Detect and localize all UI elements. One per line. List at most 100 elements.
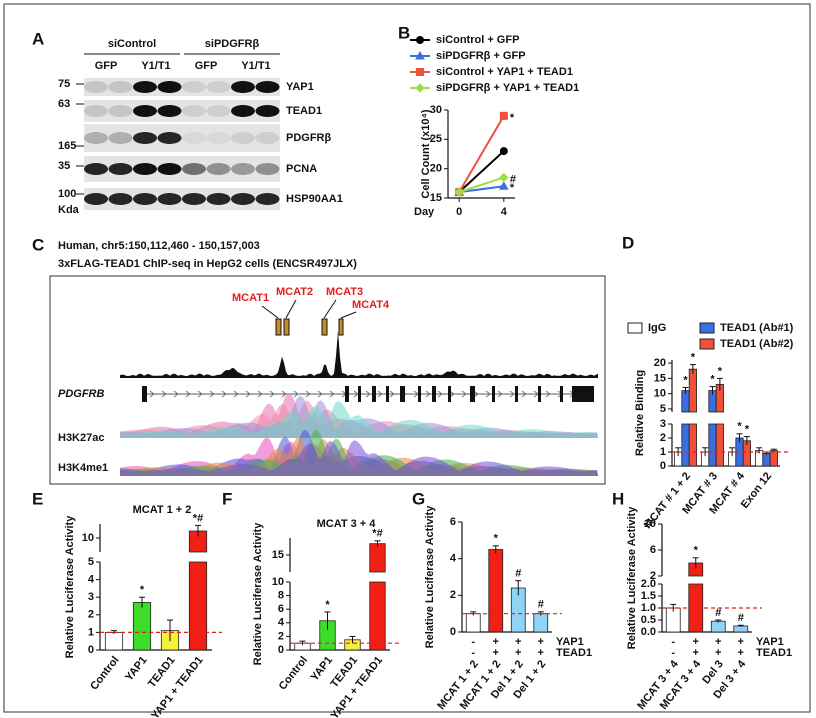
bar xyxy=(533,613,549,633)
band xyxy=(255,163,280,175)
y-tick-label: 10 xyxy=(654,388,666,400)
condition-name: YAP1 xyxy=(756,636,784,648)
exon xyxy=(372,386,376,402)
annotation: * xyxy=(718,365,723,377)
site-label: MCAT3 xyxy=(326,286,363,298)
y-tick-label: 8 xyxy=(278,590,284,602)
y-tick-label: 20 xyxy=(430,163,442,175)
site-box xyxy=(321,318,328,336)
x-tick-label: Control xyxy=(277,654,311,692)
gene-arrow xyxy=(473,390,479,398)
y-tick-label: 5 xyxy=(660,403,666,415)
y-tick-label: 6 xyxy=(650,544,656,556)
y-tick-label: 0 xyxy=(660,460,666,472)
gene-arrow xyxy=(185,390,191,398)
band xyxy=(108,105,133,117)
band xyxy=(255,81,280,93)
bar xyxy=(369,543,386,573)
y-tick-label: 6 xyxy=(450,516,456,528)
legend-label: siControl + GFP xyxy=(436,34,519,46)
y-tick-label: 1.5 xyxy=(641,590,656,602)
lane-label: Y1/T1 xyxy=(241,60,270,72)
band xyxy=(157,163,182,175)
bar xyxy=(715,423,724,467)
y-tick-label: 2 xyxy=(450,589,456,601)
gene-arrow xyxy=(485,390,491,398)
gene-arrow xyxy=(509,390,515,398)
condition-sign: + xyxy=(715,636,721,648)
annotation: * xyxy=(683,374,688,386)
exon xyxy=(572,386,594,402)
condition-sign: + xyxy=(693,647,699,659)
exon xyxy=(386,386,389,402)
arrow xyxy=(285,299,297,319)
chart-title: MCAT 1 + 2 xyxy=(133,504,192,516)
chart-title: MCAT 3 + 4 xyxy=(317,518,377,530)
y-tick-label: 2 xyxy=(660,432,666,444)
annotation: * xyxy=(510,182,515,194)
gene-arrow xyxy=(545,390,551,398)
y-tick-label: 1 xyxy=(660,446,666,458)
band xyxy=(182,105,206,117)
bar xyxy=(708,423,717,467)
band xyxy=(255,105,280,117)
gene-arrow xyxy=(161,390,167,398)
y-tick-label: 0 xyxy=(450,626,456,638)
y-tick-label: 2 xyxy=(278,630,284,642)
band xyxy=(157,193,182,205)
arrow xyxy=(323,299,337,319)
band xyxy=(133,81,157,93)
exon xyxy=(400,386,405,402)
protein-label: TEAD1 xyxy=(286,105,322,117)
gene-arrow xyxy=(269,390,275,398)
series-line xyxy=(458,150,505,193)
annotation: * xyxy=(745,424,750,436)
legend-marker xyxy=(416,68,424,76)
y-tick-label: 10 xyxy=(644,518,656,530)
annotation: * xyxy=(494,533,499,545)
exon xyxy=(432,386,436,402)
legend-swatch xyxy=(627,322,643,334)
y-tick-label: 5 xyxy=(88,556,94,568)
arrow xyxy=(261,305,279,319)
annotation: * xyxy=(140,584,145,596)
point xyxy=(499,111,508,120)
gene-arrow xyxy=(377,390,383,398)
band xyxy=(133,132,157,144)
annotation: * xyxy=(694,545,699,557)
figure-border xyxy=(3,3,811,713)
protein-label: HSP90AA1 xyxy=(286,193,343,205)
band xyxy=(182,81,206,93)
y-tick-label: 0.5 xyxy=(641,614,656,626)
protein-label: PCNA xyxy=(286,163,317,175)
band xyxy=(157,105,182,117)
annotation: # xyxy=(738,612,744,624)
band xyxy=(231,132,255,144)
lane-label: GFP xyxy=(95,60,118,72)
y-axis-label: Relative Binding xyxy=(634,370,646,456)
gene-arrow xyxy=(149,390,155,398)
group-label: siControl xyxy=(108,38,156,50)
gene-arrow xyxy=(245,390,251,398)
site-boxes xyxy=(275,318,344,336)
gene-arrow xyxy=(173,390,179,398)
bar xyxy=(488,549,504,633)
y-tick-label: 1.0 xyxy=(641,602,656,614)
band xyxy=(182,193,206,205)
condition-sign: - xyxy=(471,636,475,648)
condition-sign: + xyxy=(493,636,499,648)
exon xyxy=(492,386,495,402)
mw-marker: 165 xyxy=(58,140,76,152)
band xyxy=(84,132,108,144)
point xyxy=(499,172,509,183)
y-tick-label: 20 xyxy=(654,357,666,369)
annotation: # xyxy=(515,568,521,580)
bar xyxy=(688,368,697,413)
gene-arrow xyxy=(389,390,395,398)
panel-label: B xyxy=(398,23,410,42)
legend-swatch xyxy=(699,322,715,334)
band xyxy=(108,163,133,175)
x-tick-label: YAP1 xyxy=(123,654,150,683)
y-tick-label: 4 xyxy=(450,553,457,565)
